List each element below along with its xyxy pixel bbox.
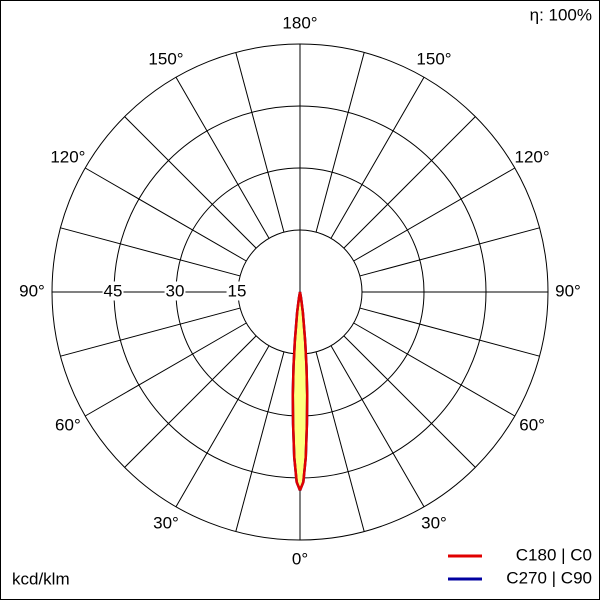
grid-spoke xyxy=(235,351,285,532)
angle-tick-label: 30° xyxy=(421,514,447,533)
label-bg xyxy=(102,281,124,301)
angle-tick-label: 60° xyxy=(519,415,545,434)
grid-spoke xyxy=(353,322,516,417)
r-tick-label: 30 xyxy=(166,281,185,300)
grid-spoke xyxy=(330,76,425,239)
grid-spoke xyxy=(124,335,257,468)
angle-tick-label: 180° xyxy=(282,13,317,32)
grid-spoke xyxy=(84,322,247,417)
grid-spoke xyxy=(175,345,270,508)
angle-tick-label: 0° xyxy=(292,549,308,568)
grid-spoke xyxy=(315,351,365,532)
angle-tick-label: 150° xyxy=(148,49,183,68)
angle-tick-label: 60° xyxy=(55,415,81,434)
grid-spoke xyxy=(343,116,476,249)
grid-spoke xyxy=(84,167,247,262)
grid-spoke xyxy=(353,167,516,262)
grid-spoke xyxy=(60,307,241,357)
unit-label: kcd/klm xyxy=(12,569,70,588)
angle-tick-label: 30° xyxy=(153,514,179,533)
grid-spoke xyxy=(60,227,241,277)
r-tick-label: 15 xyxy=(228,281,247,300)
intensity-curve xyxy=(291,291,302,491)
grid-spoke xyxy=(315,52,365,233)
label-bg xyxy=(226,281,248,301)
angle-tick-label: 120° xyxy=(515,147,550,166)
grid-spoke xyxy=(330,345,425,508)
angle-tick-label: 150° xyxy=(416,49,451,68)
grid-spoke xyxy=(124,116,257,249)
r-tick-label: 45 xyxy=(104,281,123,300)
angle-tick-label: 90° xyxy=(555,281,581,300)
angle-tick-label: 90° xyxy=(19,281,45,300)
grid-spoke xyxy=(359,227,540,277)
grid-spoke xyxy=(235,52,285,233)
intensity-curve xyxy=(298,291,309,491)
label-bg xyxy=(164,281,186,301)
legend-label: C180 | C0 xyxy=(516,545,592,564)
angle-tick-label: 120° xyxy=(50,147,85,166)
grid-spoke xyxy=(359,307,540,357)
beam-fill xyxy=(292,292,308,491)
grid-spoke xyxy=(343,335,476,468)
legend-label: C270 | C90 xyxy=(506,568,592,587)
grid-spoke xyxy=(175,76,270,239)
efficiency-label: η: 100% xyxy=(530,5,592,24)
